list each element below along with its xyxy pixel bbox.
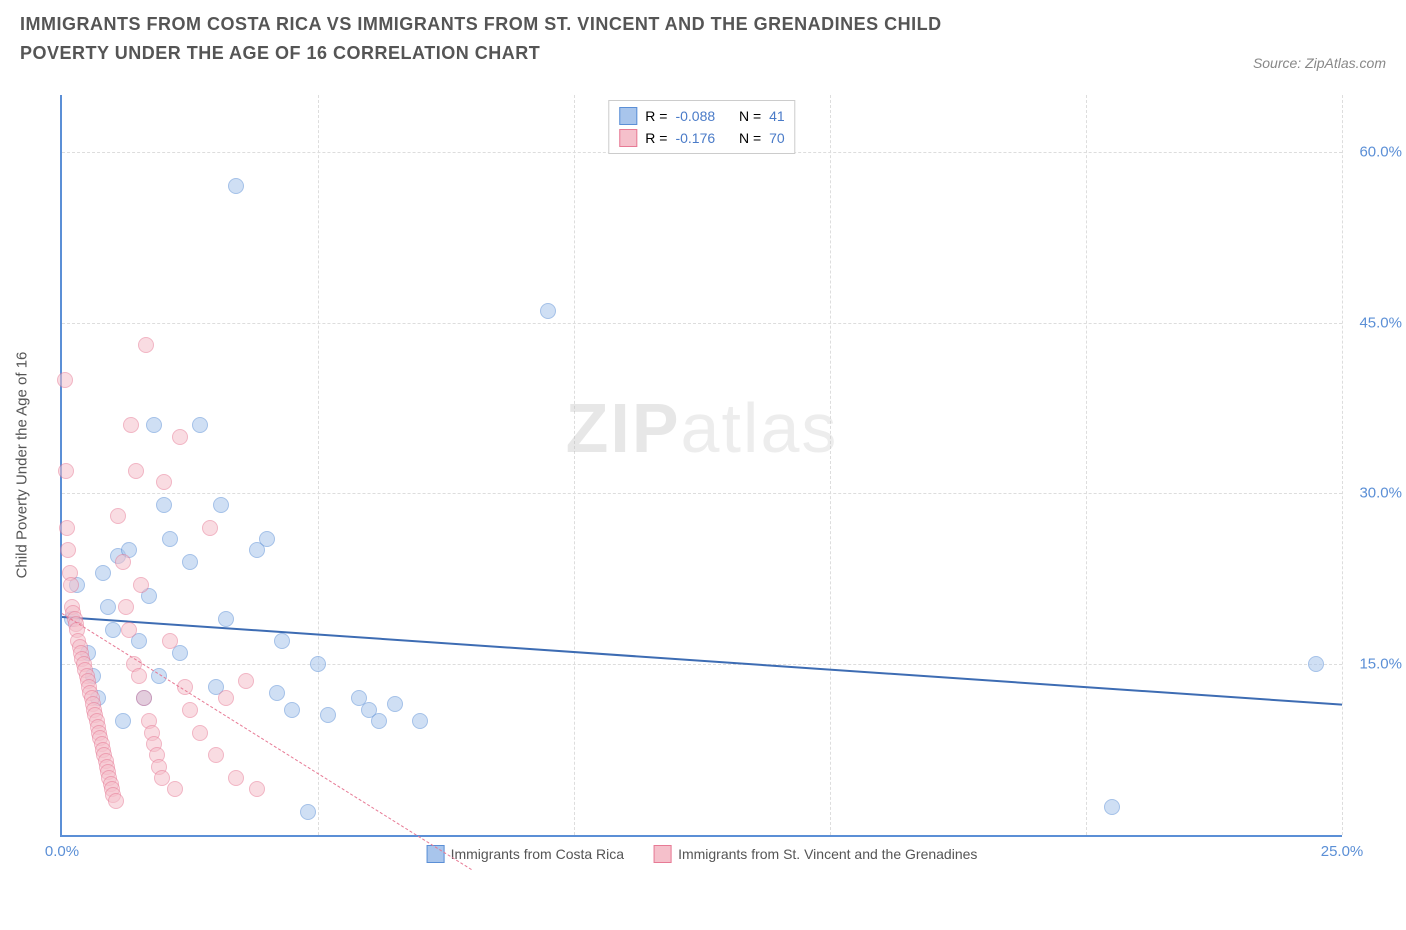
scatter-point bbox=[228, 178, 244, 194]
legend-stat-row: R = -0.088 N = 41 bbox=[619, 105, 784, 127]
scatter-point bbox=[123, 417, 139, 433]
gridline-h bbox=[62, 493, 1342, 494]
gridline-v bbox=[318, 95, 319, 835]
scatter-point bbox=[138, 337, 154, 353]
scatter-point bbox=[156, 474, 172, 490]
y-tick-label: 45.0% bbox=[1359, 314, 1402, 331]
scatter-point bbox=[387, 696, 403, 712]
gridline-v bbox=[574, 95, 575, 835]
scatter-point bbox=[259, 531, 275, 547]
scatter-point bbox=[274, 633, 290, 649]
y-tick-label: 60.0% bbox=[1359, 143, 1402, 160]
scatter-point bbox=[192, 417, 208, 433]
gridline-v bbox=[830, 95, 831, 835]
scatter-point bbox=[108, 793, 124, 809]
scatter-point bbox=[95, 565, 111, 581]
scatter-point bbox=[269, 685, 285, 701]
legend-series: Immigrants from Costa Rica Immigrants fro… bbox=[427, 845, 978, 863]
scatter-point bbox=[131, 668, 147, 684]
scatter-point bbox=[208, 747, 224, 763]
trend-line bbox=[62, 616, 1342, 706]
scatter-point bbox=[310, 656, 326, 672]
legend-series-item: Immigrants from St. Vincent and the Gren… bbox=[654, 845, 977, 863]
scatter-point bbox=[136, 690, 152, 706]
scatter-point bbox=[105, 622, 121, 638]
scatter-point bbox=[172, 429, 188, 445]
gridline-v bbox=[1086, 95, 1087, 835]
scatter-point bbox=[115, 713, 131, 729]
plot-area: ZIPatlas R = -0.088 N = 41R = -0.176 N =… bbox=[60, 95, 1342, 837]
scatter-point bbox=[133, 577, 149, 593]
scatter-point bbox=[300, 804, 316, 820]
scatter-point bbox=[121, 622, 137, 638]
scatter-point bbox=[167, 781, 183, 797]
scatter-point bbox=[371, 713, 387, 729]
y-tick-label: 15.0% bbox=[1359, 656, 1402, 673]
scatter-point bbox=[59, 520, 75, 536]
scatter-point bbox=[128, 463, 144, 479]
watermark: ZIPatlas bbox=[566, 388, 839, 468]
legend-swatch bbox=[619, 107, 637, 125]
y-axis-label: Child Poverty Under the Age of 16 bbox=[14, 352, 31, 579]
scatter-point bbox=[412, 713, 428, 729]
scatter-point bbox=[540, 303, 556, 319]
scatter-point bbox=[156, 497, 172, 513]
legend-swatch bbox=[619, 129, 637, 147]
gridline-v bbox=[1342, 95, 1343, 835]
legend-series-label: Immigrants from St. Vincent and the Gren… bbox=[678, 846, 977, 862]
scatter-point bbox=[118, 599, 134, 615]
scatter-point bbox=[1308, 656, 1324, 672]
gridline-h bbox=[62, 664, 1342, 665]
x-tick-label: 25.0% bbox=[1321, 843, 1364, 860]
legend-stat-row: R = -0.176 N = 70 bbox=[619, 127, 784, 149]
scatter-point bbox=[1104, 799, 1120, 815]
scatter-point bbox=[213, 497, 229, 513]
scatter-point bbox=[218, 611, 234, 627]
scatter-point bbox=[162, 633, 178, 649]
scatter-point bbox=[238, 673, 254, 689]
scatter-point bbox=[162, 531, 178, 547]
y-tick-label: 30.0% bbox=[1359, 485, 1402, 502]
scatter-point bbox=[182, 702, 198, 718]
gridline-h bbox=[62, 323, 1342, 324]
chart-container: ZIPatlas R = -0.088 N = 41R = -0.176 N =… bbox=[60, 95, 1380, 865]
source-attribution: Source: ZipAtlas.com bbox=[1253, 55, 1386, 71]
scatter-point bbox=[228, 770, 244, 786]
legend-series-label: Immigrants from Costa Rica bbox=[451, 846, 624, 862]
legend-swatch bbox=[654, 845, 672, 863]
trend-line bbox=[62, 613, 472, 870]
scatter-point bbox=[115, 554, 131, 570]
chart-title: IMMIGRANTS FROM COSTA RICA VS IMMIGRANTS… bbox=[20, 10, 1020, 68]
scatter-point bbox=[110, 508, 126, 524]
scatter-point bbox=[218, 690, 234, 706]
scatter-point bbox=[100, 599, 116, 615]
scatter-point bbox=[146, 417, 162, 433]
scatter-point bbox=[202, 520, 218, 536]
x-tick-label: 0.0% bbox=[45, 843, 79, 860]
scatter-point bbox=[320, 707, 336, 723]
legend-stats-box: R = -0.088 N = 41R = -0.176 N = 70 bbox=[608, 100, 795, 154]
scatter-point bbox=[249, 781, 265, 797]
scatter-point bbox=[182, 554, 198, 570]
scatter-point bbox=[192, 725, 208, 741]
scatter-point bbox=[57, 372, 73, 388]
scatter-point bbox=[58, 463, 74, 479]
scatter-point bbox=[60, 542, 76, 558]
scatter-point bbox=[63, 577, 79, 593]
scatter-point bbox=[284, 702, 300, 718]
